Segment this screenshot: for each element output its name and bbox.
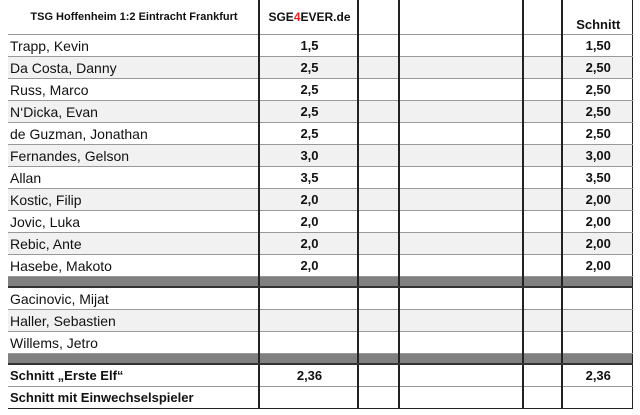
player-average: 2,50 [561, 78, 633, 101]
player-name: Gacinovic, Mijat [8, 287, 260, 310]
player-rating: 2,5 [258, 122, 359, 145]
player-average: 2,00 [561, 254, 633, 277]
player-row: de Guzman, Jonathan 2,5 2,50 [8, 122, 633, 145]
header-row: TSG Hoffenheim 1:2 Eintracht Frankfurt S… [8, 0, 633, 35]
ratings-table: TSG Hoffenheim 1:2 Eintracht Frankfurt S… [8, 0, 633, 409]
player-name: Da Costa, Danny [8, 56, 260, 79]
player-average: 2,50 [561, 100, 633, 123]
player-rating: 2,0 [258, 210, 359, 233]
player-row: Hasebe, Makoto 2,0 2,00 [8, 254, 633, 277]
player-average: 2,50 [561, 56, 633, 79]
player-average: 1,50 [561, 34, 633, 57]
player-average: 3,50 [561, 166, 633, 189]
player-rating: 2,5 [258, 100, 359, 123]
with-subs-average-row: Schnitt mit Einwechselspieler [8, 386, 633, 409]
player-rating: 2,0 [258, 232, 359, 255]
player-name: Russ, Marco [8, 78, 260, 101]
player-name: Kostic, Filip [8, 188, 260, 211]
summary-label: Schnitt „Erste Elf“ [8, 364, 260, 387]
player-name: Haller, Sebastien [8, 309, 260, 332]
player-average: 3,00 [561, 144, 633, 167]
player-name: Jovic, Luka [8, 210, 260, 233]
match-title: TSG Hoffenheim 1:2 Eintracht Frankfurt [8, 0, 260, 35]
player-average: 2,50 [561, 122, 633, 145]
player-average: 2,00 [561, 210, 633, 233]
separator-row [8, 276, 633, 288]
player-average: 2,00 [561, 232, 633, 255]
substitute-row: Gacinovic, Mijat [8, 287, 633, 310]
player-rating: 2,5 [258, 78, 359, 101]
player-row: N‘Dicka, Evan 2,5 2,50 [8, 100, 633, 123]
player-row: Da Costa, Danny 2,5 2,50 [8, 56, 633, 79]
first-eleven-average-row: Schnitt „Erste Elf“ 2,36 2,36 [8, 364, 633, 387]
player-row: Allan 3,5 3,50 [8, 166, 633, 189]
player-rating: 1,5 [258, 34, 359, 57]
player-average: 2,00 [561, 188, 633, 211]
player-rating: 2,0 [258, 188, 359, 211]
player-name: N‘Dicka, Evan [8, 100, 260, 123]
player-row: Rebic, Ante 2,0 2,00 [8, 232, 633, 255]
summary-rating: 2,36 [258, 364, 359, 387]
player-name: Fernandes, Gelson [8, 144, 260, 167]
player-rating: 3,5 [258, 166, 359, 189]
player-row: Trapp, Kevin 1,5 1,50 [8, 34, 633, 57]
summary-average: 2,36 [561, 364, 633, 387]
player-rating: 3,0 [258, 144, 359, 167]
player-rating: 2,5 [258, 56, 359, 79]
substitute-row: Haller, Sebastien [8, 309, 633, 332]
player-name: de Guzman, Jonathan [8, 122, 260, 145]
player-rating: 2,0 [258, 254, 359, 277]
player-name: Allan [8, 166, 260, 189]
player-name: Trapp, Kevin [8, 34, 260, 57]
player-row: Kostic, Filip 2,0 2,00 [8, 188, 633, 211]
sge4ever-logo: SGE4EVER.de [258, 0, 359, 35]
separator-row [8, 353, 633, 365]
player-row: Russ, Marco 2,5 2,50 [8, 78, 633, 101]
average-header: Schnitt [561, 0, 633, 35]
summary-label: Schnitt mit Einwechselspieler [8, 386, 260, 409]
player-row: Jovic, Luka 2,0 2,00 [8, 210, 633, 233]
player-row: Fernandes, Gelson 3,0 3,00 [8, 144, 633, 167]
substitute-row: Willems, Jetro [8, 331, 633, 354]
player-name: Willems, Jetro [8, 331, 260, 354]
player-name: Rebic, Ante [8, 232, 260, 255]
player-name: Hasebe, Makoto [8, 254, 260, 277]
